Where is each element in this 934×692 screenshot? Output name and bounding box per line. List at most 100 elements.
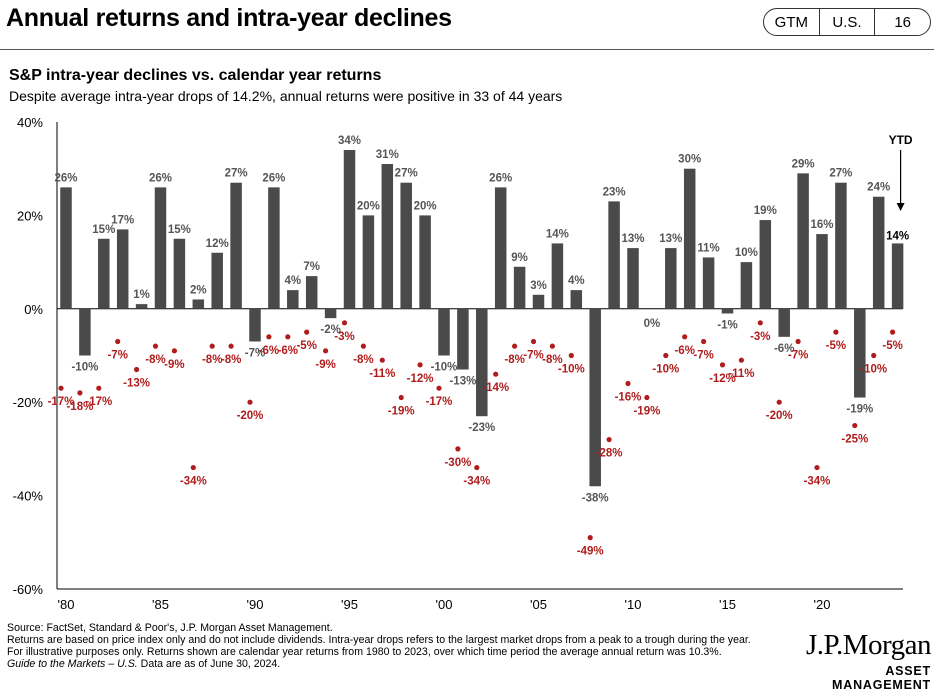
intra-year-decline-dot (757, 320, 763, 326)
intra-year-decline-dot (96, 385, 102, 391)
decline-value-label: -16% (615, 392, 642, 404)
source-note: Source: FactSet, Standard & Poor's, J.P.… (7, 622, 333, 634)
bar-value-label: 12% (206, 238, 229, 250)
decline-value-label: -10% (860, 364, 887, 376)
annual-return-bar (79, 308, 91, 356)
decline-value-label: -19% (388, 406, 415, 418)
decline-value-label: -9% (164, 359, 184, 371)
annual-return-bar (816, 234, 828, 309)
bar-value-label: 13% (621, 233, 644, 245)
annual-return-bar (759, 220, 772, 309)
decline-value-label: -34% (463, 476, 490, 488)
bar-value-label: 20% (357, 200, 380, 212)
intra-year-decline-dot (58, 385, 64, 391)
decline-value-label: -7% (523, 349, 543, 361)
bar-value-label: 27% (829, 168, 852, 180)
intra-year-decline-dot (152, 343, 159, 349)
bar-value-label: 15% (92, 224, 115, 236)
intra-year-decline-dot (568, 352, 574, 359)
chart-title: S&P intra-year declines vs. calendar yea… (9, 67, 382, 84)
intra-year-decline-dot (814, 464, 820, 471)
decline-value-label: -5% (296, 340, 316, 352)
intra-year-decline-dot (795, 338, 801, 345)
bar-value-label: 27% (395, 168, 418, 180)
decline-value-label: -8% (202, 354, 222, 366)
x-tick-label: '05 (530, 597, 547, 612)
logo-name: J.P.Morgan (806, 629, 932, 661)
annual-return-bar (287, 290, 299, 309)
x-tick-label: '95 (341, 597, 358, 612)
decline-value-label: -11% (369, 368, 395, 380)
annual-return-bar (872, 196, 885, 309)
decline-value-label: -8% (542, 354, 562, 366)
decline-value-label: -6% (278, 345, 298, 357)
intra-year-decline-dot (493, 371, 499, 377)
bar-value-label: 30% (678, 154, 701, 166)
intra-year-decline-dot (379, 357, 385, 363)
annual-return-bar (835, 182, 847, 309)
annual-return-bar (683, 168, 696, 309)
decline-value-label: -3% (334, 331, 354, 343)
intra-year-decline-dot (171, 348, 177, 354)
intra-year-decline-dot (663, 352, 669, 359)
decline-value-label: -20% (766, 410, 793, 422)
intra-year-decline-dot (341, 320, 348, 326)
intra-year-decline-dot (511, 343, 518, 349)
annual-return-bar (400, 182, 412, 309)
intra-year-decline-dot (209, 343, 215, 349)
annual-return-bar (173, 238, 186, 309)
decline-value-label: -12% (407, 373, 434, 385)
intra-year-decline-dot (266, 334, 272, 340)
decline-value-label: -12% (709, 373, 736, 385)
bar-value-label: 14% (886, 230, 909, 242)
chart-subtitle: Despite average intra-year drops of 14.2… (9, 88, 563, 104)
ytd-arrow-head (896, 203, 905, 211)
bar-value-label: -38% (582, 492, 609, 504)
intra-year-decline-dot (644, 394, 650, 401)
annual-return-bar (343, 150, 356, 309)
annual-return-bar (362, 215, 375, 309)
bar-value-label: 15% (168, 224, 191, 236)
intra-year-decline-dot (587, 535, 593, 541)
bar-value-label: 14% (546, 228, 569, 240)
intra-year-decline-dot (549, 343, 556, 349)
decline-value-label: -11% (728, 368, 754, 380)
bar-value-label: 26% (149, 172, 172, 184)
decline-value-label: -34% (804, 476, 831, 488)
y-tick-label: -40% (13, 489, 44, 504)
annual-return-bar (665, 248, 677, 309)
decline-value-label: -8% (504, 354, 524, 366)
annual-return-bar (721, 308, 734, 314)
badge-region: U.S. (818, 9, 875, 35)
decline-value-label: -8% (353, 354, 373, 366)
decline-value-label: -17% (85, 396, 112, 408)
intra-year-decline-dot (719, 362, 726, 368)
intra-year-decline-dot (304, 329, 310, 335)
annual-return-bar (551, 243, 564, 309)
decline-value-label: -20% (237, 410, 264, 422)
intra-year-decline-dot (398, 394, 404, 401)
bar-value-label: 2% (190, 284, 207, 296)
bar-value-label: 34% (338, 135, 361, 147)
intra-year-decline-dot (890, 329, 896, 335)
bar-value-label: -19% (846, 404, 873, 416)
bar-value-label: 20% (414, 200, 437, 212)
annual-return-bar (135, 304, 148, 309)
footnotes: Source: FactSet, Standard & Poor's, J.P.… (7, 622, 767, 670)
data-date-note: Guide to the Markets – U.S. Data are as … (7, 658, 767, 670)
data-as-of: Data are as of June 30, 2024. (137, 658, 281, 670)
x-tick-label: '90 (247, 597, 264, 612)
annual-return-bar (438, 308, 450, 356)
decline-value-label: -7% (107, 349, 127, 361)
annual-return-bar (797, 173, 809, 309)
bar-value-label: 26% (54, 172, 77, 184)
bar-value-label: 17% (111, 214, 134, 226)
decline-value-label: -5% (882, 340, 902, 352)
decline-value-label: -3% (750, 331, 770, 343)
annual-return-bar (570, 290, 583, 309)
guide-name: Guide to the Markets – U.S. (7, 658, 138, 670)
decline-value-label: -9% (315, 359, 335, 371)
bar-value-label: 7% (303, 261, 320, 273)
annual-return-bar (778, 308, 790, 337)
title-divider (0, 49, 934, 50)
